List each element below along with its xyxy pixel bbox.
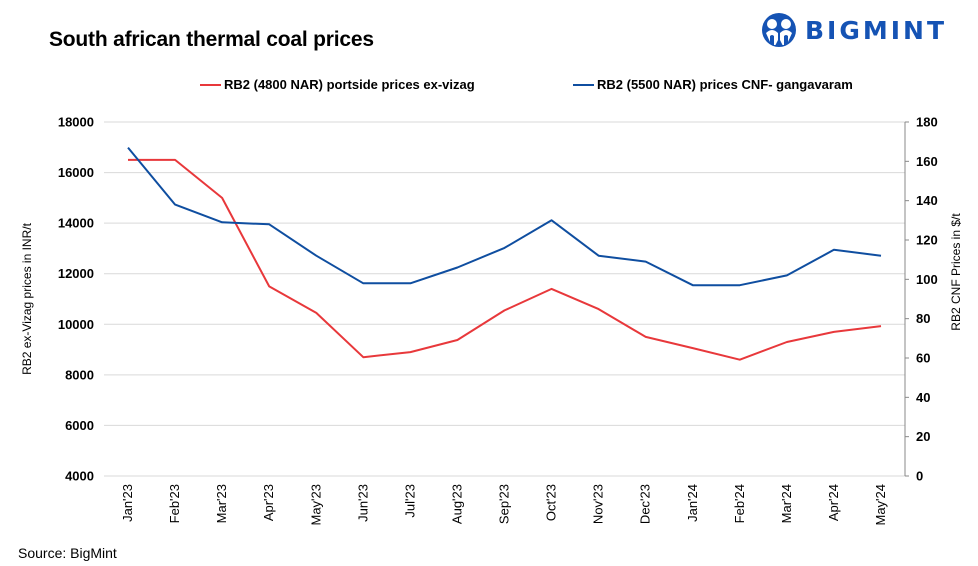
bigmint-logo: BIGMINT bbox=[761, 12, 947, 48]
y-right-tick-label: 20 bbox=[916, 429, 930, 444]
y-axis-left-title: RB2 ex-Vizag prices in INR/t bbox=[20, 222, 34, 375]
y-left-tick-label: 14000 bbox=[58, 216, 94, 231]
y-axis-right-title: RB2 CNF Prices in $/t bbox=[949, 213, 963, 331]
x-tick-label: Sep'23 bbox=[497, 484, 512, 524]
legend: RB2 (4800 NAR) portside prices ex-vizag … bbox=[0, 77, 978, 95]
y-right-tick-label: 120 bbox=[916, 233, 938, 248]
series-line-ex-vizag bbox=[128, 158, 882, 361]
y-left-tick-label: 12000 bbox=[58, 266, 94, 281]
x-tick-label: Mar'23 bbox=[214, 484, 229, 523]
x-tick-label: Apr'23 bbox=[261, 484, 276, 521]
legend-item-blue: RB2 (5500 NAR) prices CNF- gangavaram bbox=[573, 77, 853, 92]
chart-title: South african thermal coal prices bbox=[49, 28, 374, 51]
legend-swatch-red bbox=[200, 83, 221, 86]
y-right-tick-label: 140 bbox=[916, 193, 938, 208]
y-left-tick-label: 6000 bbox=[65, 418, 94, 433]
legend-label-red: RB2 (4800 NAR) portside prices ex-vizag bbox=[224, 77, 475, 92]
series-line-cnf-gangavaram bbox=[127, 146, 882, 287]
bigmint-logo-text: BIGMINT bbox=[805, 15, 948, 45]
y-left-tick-label: 10000 bbox=[58, 317, 94, 332]
source-note: Source: BigMint bbox=[18, 545, 117, 561]
y-right-tick-label: 0 bbox=[916, 469, 923, 484]
y-left-tick-label: 16000 bbox=[58, 165, 94, 180]
x-tick-label: Mar'24 bbox=[779, 484, 794, 523]
x-tick-label: Feb'24 bbox=[732, 484, 747, 523]
x-tick-label: Jan'24 bbox=[685, 484, 700, 522]
x-tick-label: May'24 bbox=[873, 484, 888, 526]
y-right-tick-label: 100 bbox=[916, 272, 938, 287]
y-right-tick-label: 40 bbox=[916, 390, 930, 405]
y-left-tick-label: 8000 bbox=[65, 367, 94, 382]
y-right-tick-label: 60 bbox=[916, 351, 930, 366]
x-tick-label: Feb'23 bbox=[167, 484, 182, 523]
legend-item-red: RB2 (4800 NAR) portside prices ex-vizag bbox=[200, 77, 475, 92]
x-tick-label: Apr'24 bbox=[826, 484, 841, 521]
y-right-tick-label: 80 bbox=[916, 311, 930, 326]
legend-label-blue: RB2 (5500 NAR) prices CNF- gangavaram bbox=[597, 77, 853, 92]
x-tick-label: Nov'23 bbox=[591, 484, 606, 524]
y-right-tick-label: 180 bbox=[916, 115, 938, 130]
bigmint-logo-icon bbox=[762, 13, 796, 47]
x-tick-label: Jun'23 bbox=[355, 484, 370, 522]
legend-swatch-blue bbox=[573, 83, 594, 86]
x-tick-label: May'23 bbox=[308, 484, 323, 526]
x-tick-label: Jan'23 bbox=[120, 484, 135, 522]
y-left-tick-label: 18000 bbox=[58, 115, 94, 130]
x-tick-label: Aug'23 bbox=[449, 484, 464, 524]
x-tick-label: Oct'23 bbox=[544, 484, 559, 521]
y-right-tick-label: 160 bbox=[916, 154, 938, 169]
x-tick-label: Dec'23 bbox=[638, 484, 653, 524]
y-left-tick-label: 4000 bbox=[65, 469, 94, 484]
x-tick-label: Jul'23 bbox=[402, 484, 417, 518]
